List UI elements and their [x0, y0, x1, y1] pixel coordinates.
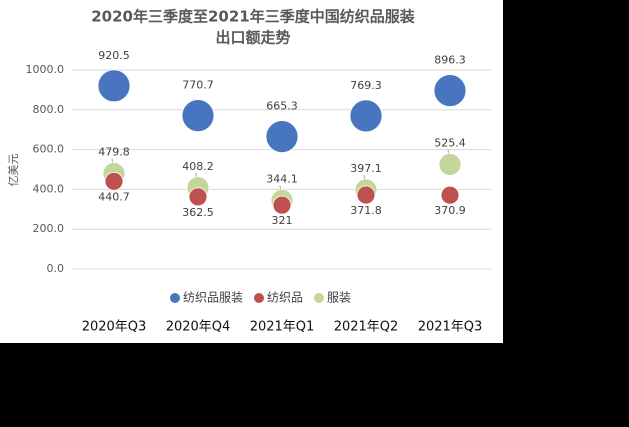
legend-label: 服装	[327, 291, 351, 305]
data-label: 440.7	[98, 190, 130, 203]
bubble	[265, 120, 299, 154]
data-label: 770.7	[182, 79, 214, 92]
chart-title: 2020年三季度至2021年三季度中国纺织品服装	[91, 8, 415, 26]
data-label: 321	[272, 214, 293, 227]
legend-label: 纺织品	[267, 291, 303, 305]
data-label: 896.3	[434, 54, 466, 67]
bubble	[188, 187, 208, 207]
x-tick-label: 2020年Q3	[82, 320, 147, 335]
bubble	[356, 185, 376, 205]
y-tick-label: 600.0	[33, 143, 65, 156]
y-axis-label: 亿美元	[7, 154, 20, 187]
data-label: 344.1	[266, 173, 298, 186]
bubble	[433, 74, 467, 108]
y-tick-label: 0.0	[47, 262, 65, 275]
data-label: 362.5	[182, 206, 214, 219]
bubble	[181, 99, 215, 133]
data-label: 769.3	[350, 79, 382, 92]
bubble	[349, 99, 383, 133]
y-tick-label: 800.0	[33, 103, 65, 116]
data-label: 920.5	[98, 49, 130, 62]
y-tick-label: 200.0	[33, 222, 65, 235]
x-tick-label: 2020年Q4	[166, 320, 231, 335]
y-tick-label: 1000.0	[26, 63, 65, 76]
legend-marker	[170, 293, 180, 303]
bubble	[440, 185, 460, 205]
bubble	[272, 195, 292, 215]
x-tick-label: 2021年Q1	[250, 320, 315, 335]
legend-marker	[314, 293, 325, 303]
data-label: 525.4	[434, 136, 466, 149]
x-tick-label: 2021年Q2	[334, 320, 399, 335]
data-label: 371.8	[350, 204, 382, 217]
x-tick-label: 2021年Q3	[418, 320, 483, 335]
bubble	[104, 171, 124, 191]
legend-marker	[254, 293, 265, 303]
bubble	[97, 69, 131, 103]
data-label: 370.9	[434, 204, 466, 217]
data-label: 665.3	[266, 100, 298, 113]
data-label: 397.1	[350, 162, 382, 175]
chart-title: 出口额走势	[215, 29, 290, 47]
data-label: 479.8	[98, 146, 130, 159]
chart-background	[0, 0, 503, 343]
bubble	[438, 153, 462, 176]
data-label: 408.2	[182, 160, 214, 173]
legend-label: 纺织品服装	[183, 291, 243, 305]
y-tick-label: 400.0	[33, 182, 65, 195]
